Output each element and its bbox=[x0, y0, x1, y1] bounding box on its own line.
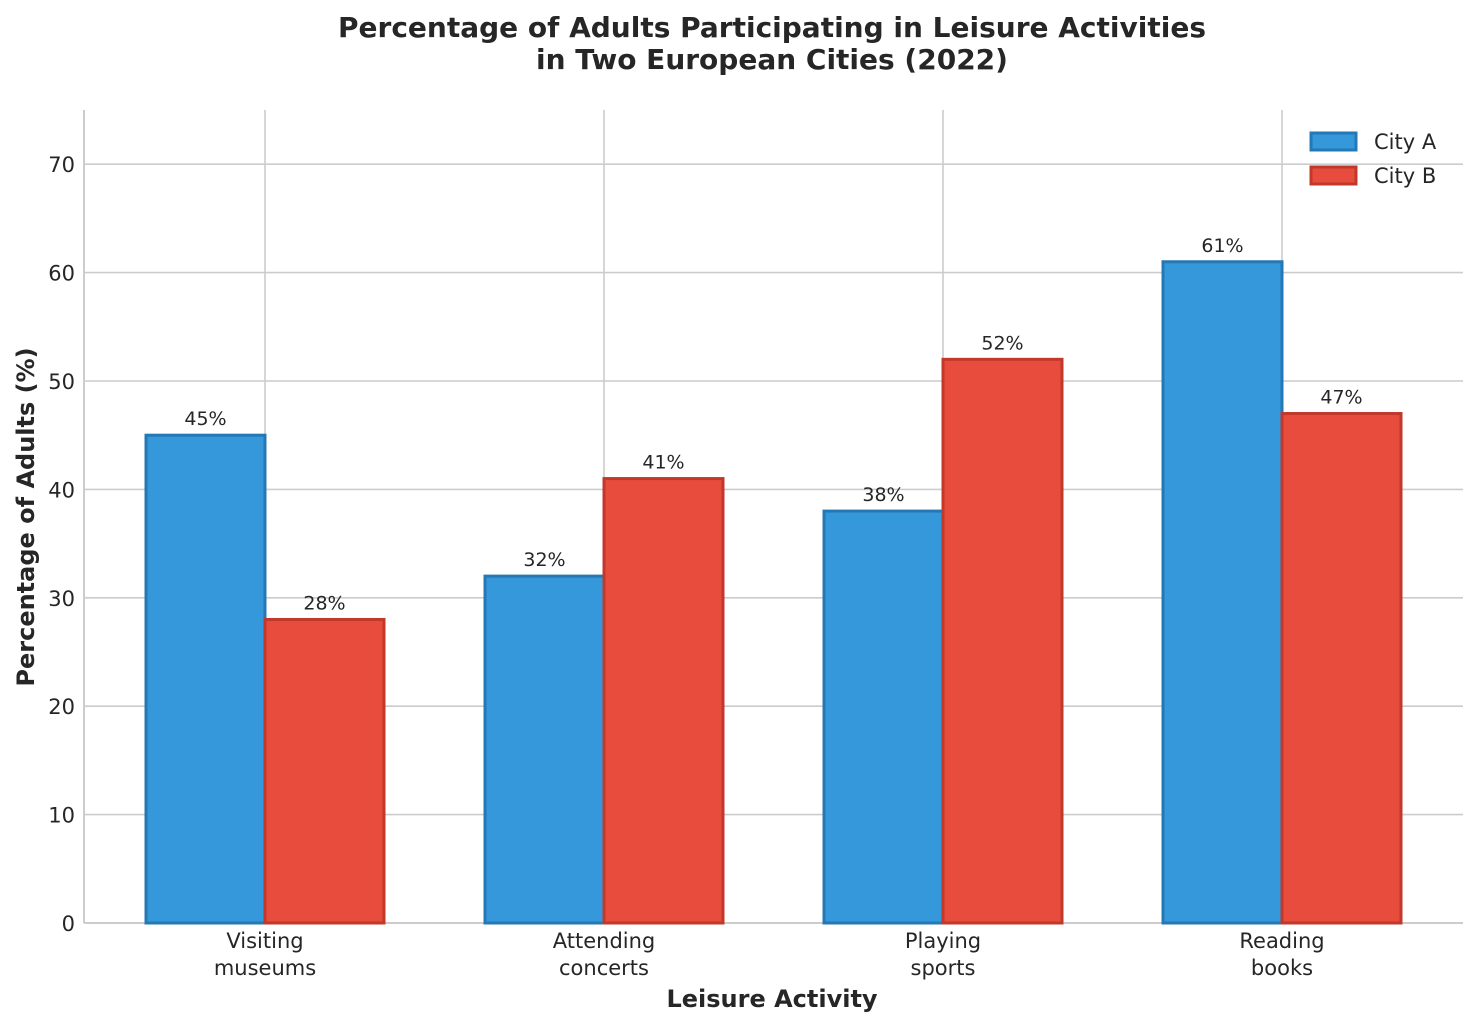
legend-label: City B bbox=[1374, 164, 1436, 188]
x-tick-label: Visiting bbox=[226, 929, 303, 953]
data-label: 52% bbox=[981, 332, 1023, 354]
legend-label: City A bbox=[1374, 130, 1437, 154]
y-tick-label: 10 bbox=[48, 804, 75, 828]
bar-city-b bbox=[263, 617, 386, 925]
tick-labels: 0 10 20 30 40 50 60 70 Visiting museums Attending c… bbox=[48, 153, 1324, 980]
y-axis-title: Percentage of Adults (%) bbox=[12, 347, 40, 686]
bar-city-a bbox=[483, 574, 606, 925]
bar-city-b bbox=[1280, 412, 1403, 925]
legend-swatch bbox=[1309, 131, 1358, 152]
legend-swatch bbox=[1309, 165, 1358, 186]
bar-city-a bbox=[144, 433, 267, 925]
y-tick-label: 50 bbox=[48, 370, 75, 394]
y-tick-label: 30 bbox=[48, 587, 75, 611]
legend: City A City B bbox=[1309, 130, 1437, 188]
y-tick-label: 20 bbox=[48, 695, 75, 719]
x-tick-label: museums bbox=[214, 956, 316, 980]
x-tick-label: Attending bbox=[553, 929, 656, 953]
x-tick-label: Playing bbox=[905, 929, 981, 953]
bar-city-b bbox=[941, 357, 1064, 925]
x-tick-label: sports bbox=[911, 956, 976, 980]
y-tick-label: 60 bbox=[48, 262, 75, 286]
chart-title-line-1: Percentage of Adults Participating in Le… bbox=[338, 11, 1206, 44]
data-label: 38% bbox=[862, 484, 904, 506]
y-tick-label: 70 bbox=[48, 153, 75, 177]
x-tick-label: Reading bbox=[1239, 929, 1324, 953]
data-label: 45% bbox=[184, 408, 226, 430]
bar-city-b bbox=[602, 477, 725, 925]
x-tick-label: concerts bbox=[559, 956, 649, 980]
data-label: 47% bbox=[1320, 387, 1362, 409]
data-label: 61% bbox=[1201, 235, 1243, 257]
x-tick-label: books bbox=[1251, 956, 1313, 980]
bar-city-a bbox=[1161, 260, 1284, 925]
data-label: 28% bbox=[303, 592, 345, 614]
x-axis-title: Leisure Activity bbox=[666, 985, 877, 1013]
data-labels: 45% 32% 38% 61% 28% 41% 52% 47% bbox=[184, 235, 1362, 615]
y-tick-label: 40 bbox=[48, 478, 75, 502]
bar-city-a bbox=[822, 509, 945, 925]
data-label: 41% bbox=[642, 452, 684, 474]
chart-title-line-2: in Two European Cities (2022) bbox=[536, 43, 1008, 76]
y-tick-label: 0 bbox=[62, 912, 75, 936]
data-label: 32% bbox=[523, 549, 565, 571]
bars bbox=[144, 260, 1403, 925]
